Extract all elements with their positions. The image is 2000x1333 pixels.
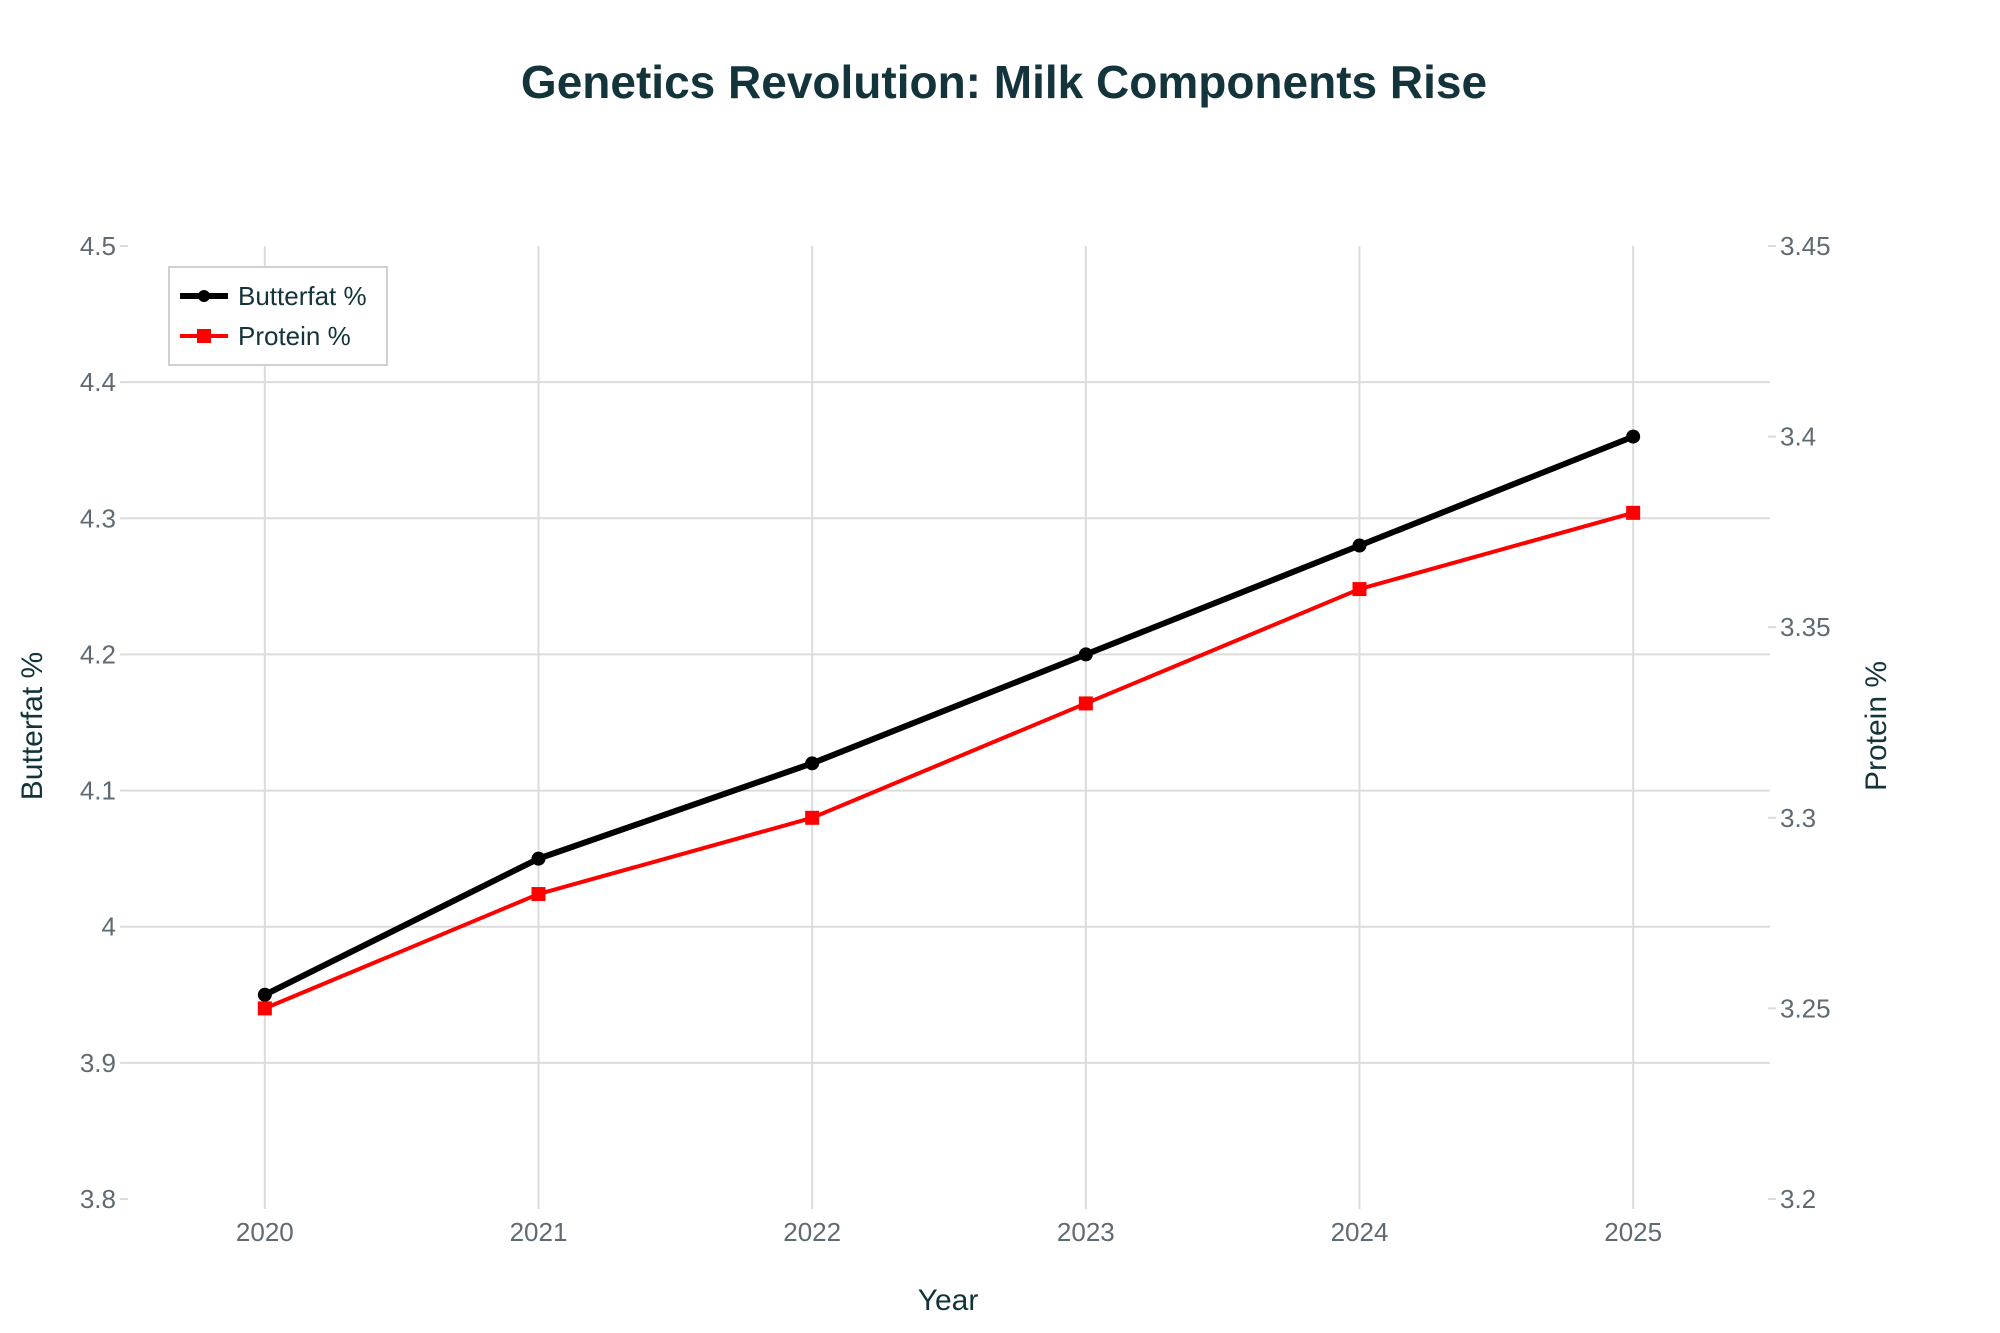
y-axis-left-title: Butterfat %: [16, 652, 49, 800]
series-line: [263, 433, 1635, 998]
data-point[interactable]: [1352, 582, 1367, 597]
data-point[interactable]: [1626, 429, 1641, 444]
y-tick-label: 4.5: [80, 231, 116, 261]
series-line: [264, 510, 1634, 1011]
legend-label-protein: Protein %: [238, 321, 351, 351]
x-tick-label: 2021: [510, 1217, 568, 1247]
y2-tick-label: 3.3: [1780, 803, 1816, 833]
legend-item-butterfat[interactable]: Butterfat %: [180, 281, 367, 311]
y-tick-label: 4.4: [80, 367, 116, 397]
series-butterfat: [257, 429, 1641, 1002]
data-point[interactable]: [805, 810, 820, 825]
y-axis-right: 3.2 3.25 3.3 3.35 3.4 3.45: [1768, 231, 1831, 1214]
y2-tick-label: 3.2: [1780, 1184, 1816, 1214]
y2-tick-label: 3.25: [1780, 993, 1831, 1023]
y2-tick-label: 3.45: [1780, 231, 1831, 261]
legend-marker-square-icon: [197, 329, 211, 343]
y-tick-label: 4.2: [80, 639, 116, 669]
data-point[interactable]: [1078, 647, 1093, 662]
data-point[interactable]: [1078, 696, 1093, 711]
data-point[interactable]: [1626, 505, 1641, 520]
legend-marker-circle-icon: [198, 290, 210, 302]
data-point[interactable]: [257, 1001, 272, 1016]
y-axis-right-title: Protein %: [1860, 661, 1893, 791]
gridlines: [128, 246, 1770, 1209]
legend: Butterfat % Protein %: [168, 266, 388, 366]
x-tick-label: 2023: [1057, 1217, 1115, 1247]
x-tick-label: 2020: [236, 1217, 294, 1247]
data-point[interactable]: [531, 887, 546, 902]
y-tick-label: 3.9: [80, 1048, 116, 1078]
y-tick-label: 4.1: [80, 776, 116, 806]
series-layer: [257, 429, 1641, 1016]
data-point[interactable]: [1352, 538, 1367, 553]
legend-item-protein[interactable]: Protein %: [180, 321, 351, 351]
data-point[interactable]: [531, 851, 546, 866]
y-tick-label: 4.3: [80, 503, 116, 533]
y2-tick-label: 3.35: [1780, 612, 1831, 642]
y-axis-left: 3.8 3.9 4 4.1 4.2 4.3 4.4 4.5: [80, 231, 128, 1214]
y2-tick-label: 3.4: [1780, 422, 1816, 452]
x-tick-label: 2024: [1331, 1217, 1389, 1247]
data-point[interactable]: [257, 987, 272, 1002]
y-tick-label: 3.8: [80, 1184, 116, 1214]
legend-label-butterfat: Butterfat %: [238, 281, 367, 311]
x-tick-label: 2022: [783, 1217, 841, 1247]
y-tick-label: 4: [102, 912, 116, 942]
legend-box: [168, 266, 388, 366]
x-axis-title: Year: [918, 1284, 979, 1317]
series-protein: [257, 505, 1641, 1016]
x-tick-label: 2025: [1604, 1217, 1662, 1247]
data-point[interactable]: [805, 756, 820, 771]
x-axis: 2020 2021 2022 2023 2024 2025: [236, 1217, 1662, 1247]
chart-title: Genetics Revolution: Milk Components Ris…: [521, 56, 1487, 108]
